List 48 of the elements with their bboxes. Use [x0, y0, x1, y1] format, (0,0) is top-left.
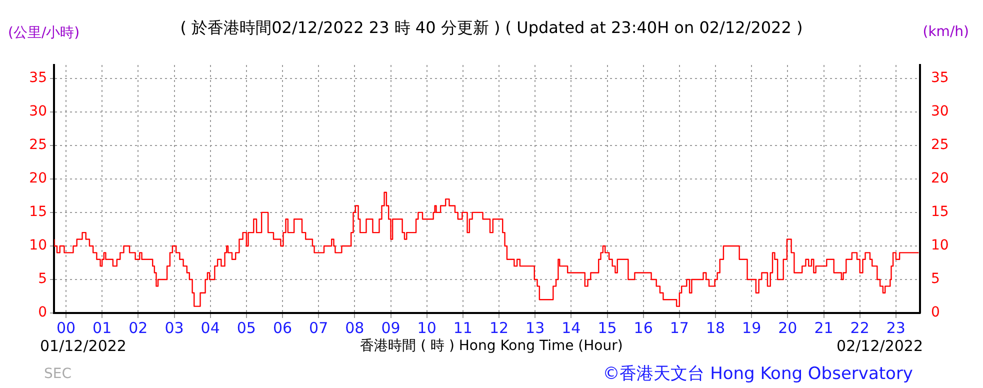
x-tick-label: 22: [850, 318, 870, 337]
y2-tick-label: 10: [931, 238, 949, 254]
x-tick-label: 11: [453, 318, 472, 337]
text: 02/12/2022: [836, 337, 923, 355]
y-tick-label: 25: [29, 137, 47, 154]
x-tick-label: 21: [814, 318, 834, 337]
y-tick-label: 30: [29, 104, 47, 120]
y2-tick-label: 20: [931, 170, 949, 187]
y2-tick-label: 15: [931, 204, 949, 220]
x-tick-label: 01: [92, 318, 112, 337]
x-tick-label: 00: [56, 318, 76, 337]
x-tick-label: 04: [200, 318, 220, 337]
x-tick-label: 12: [489, 318, 509, 337]
y-tick-label: 5: [38, 271, 47, 288]
text: SEC: [44, 366, 72, 382]
y2-tick-label: 25: [931, 137, 949, 154]
x-tick-label: 03: [164, 318, 184, 337]
x-tick-label: 23: [886, 318, 906, 337]
y2-tick-label: 0: [931, 304, 940, 321]
x-tick-label: 16: [634, 318, 653, 337]
x-tick-label: 02: [128, 318, 148, 337]
x-tick-label: 13: [526, 318, 545, 337]
x-tick-label: 18: [706, 318, 726, 337]
text: 01/12/2022: [40, 337, 126, 355]
x-tick-label: 09: [381, 318, 400, 337]
x-tick-label: 05: [236, 318, 256, 337]
y2-tick-label: 35: [931, 70, 949, 86]
x-tick-label: 15: [598, 318, 617, 337]
x-tick-label: 10: [417, 318, 436, 337]
x-axis-title: 香港時間 ( 時 ) Hong Kong Time (Hour): [360, 338, 623, 354]
x-tick-label: 14: [562, 318, 581, 337]
y-tick-label: 35: [29, 70, 47, 86]
y-tick-label: 10: [29, 238, 47, 254]
y-tick-label: 0: [38, 304, 47, 321]
y2-tick-label: 5: [931, 271, 940, 288]
y-axis-title: (公里/小時): [8, 24, 80, 42]
y2-axis-title: (km/h): [922, 24, 969, 40]
x-tick-label: 08: [345, 318, 364, 337]
chart-title: ( 於香港時間02/12/2022 23 時 40 分更新 ) ( Updated at 23:40H on 02/12/2022 ): [180, 18, 803, 37]
x-tick-label: 19: [742, 318, 762, 337]
y-tick-label: 20: [29, 170, 47, 187]
text: ©香港天文台 Hong Kong Observatory: [602, 363, 913, 385]
x-tick-label: 06: [272, 318, 292, 337]
x-tick-label: 17: [670, 318, 689, 337]
y2-tick-label: 30: [931, 104, 949, 120]
x-tick-label: 07: [309, 318, 328, 337]
y-tick-label: 15: [29, 204, 47, 220]
x-tick-label: 20: [778, 318, 798, 337]
